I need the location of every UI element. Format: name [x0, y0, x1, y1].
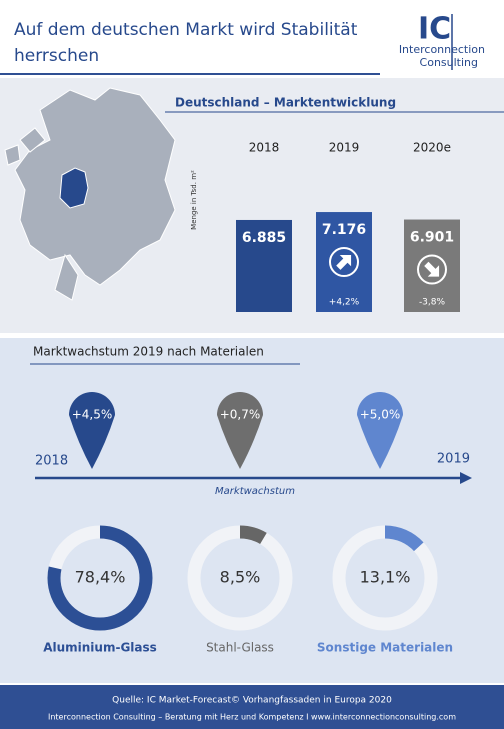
donut-arc	[47, 525, 153, 631]
pin-label: +0,7%	[220, 408, 261, 422]
timeline-end: 2019	[437, 452, 470, 467]
logo-text: Consulting	[420, 56, 478, 69]
change-label: -3,8%	[419, 298, 446, 308]
timeline-label: Marktwachstum	[215, 486, 295, 497]
timeline-arrow	[460, 472, 472, 484]
title-line: Auf dem deutschen Markt wird Stabilität	[14, 20, 358, 40]
bar	[236, 219, 292, 312]
title-line: herrschen	[14, 46, 99, 66]
pin-label: +5,0%	[360, 408, 401, 422]
x-tick-label: 2019	[329, 141, 360, 155]
trend-arrow	[424, 261, 440, 277]
value-label: 6.885	[242, 230, 286, 246]
value-label: 6.901	[410, 230, 454, 246]
pin	[69, 392, 115, 469]
donut-label: 78,4%	[75, 568, 126, 587]
trend-icon	[329, 247, 359, 278]
donut-label: 13,1%	[360, 568, 411, 587]
logo-mark: IC	[418, 12, 451, 47]
section-title: Deutschland – Marktentwicklung	[175, 96, 396, 110]
growth-panel	[0, 338, 504, 683]
donut-arc	[187, 525, 293, 631]
timeline-start: 2018	[35, 454, 68, 469]
change-label: +4,2%	[329, 298, 360, 308]
donut-label: 8,5%	[220, 568, 261, 587]
donut-arc	[332, 525, 438, 631]
section-title: Marktwachstum 2019 nach Materialen	[33, 345, 264, 359]
footer	[0, 685, 504, 729]
y-axis-label: Menge in Tsd. m²	[190, 170, 198, 230]
x-tick-label: 2020e	[413, 141, 451, 155]
pin	[357, 392, 403, 469]
x-tick-label: 2018	[249, 141, 280, 155]
trend-icon	[417, 254, 447, 285]
logo-text: Interconnection	[399, 43, 485, 56]
donut-name: Aluminium-Glass	[43, 641, 157, 655]
footer-source: Quelle: IC Market-Forecast© Vorhangfassa…	[112, 696, 392, 706]
pin	[217, 392, 263, 469]
germany	[59, 167, 89, 209]
donut-name: Sonstige Materialen	[317, 641, 453, 655]
value-label: 7.176	[322, 222, 366, 238]
trend-arrow	[336, 254, 352, 270]
europe-map	[4, 87, 176, 301]
footer-line: Interconnection Consulting – Beratung mi…	[48, 713, 456, 722]
pin-label: +4,5%	[72, 408, 113, 422]
donut-name: Stahl-Glass	[206, 641, 274, 655]
